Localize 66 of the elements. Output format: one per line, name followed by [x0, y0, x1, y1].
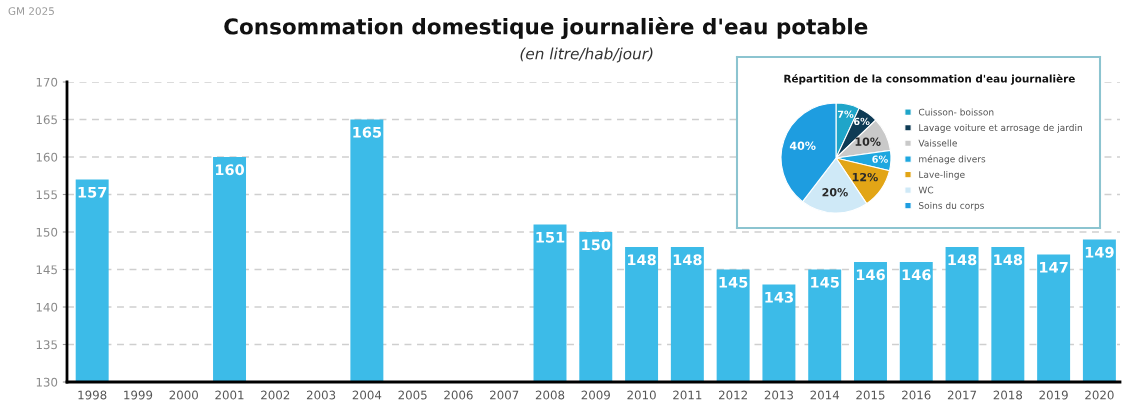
data-label: 10%	[855, 137, 881, 146]
x-tick-label: 2020	[1085, 390, 1114, 400]
x-tick-label: 2007	[490, 390, 519, 400]
y-tick-label: 160	[36, 152, 58, 162]
x-tick-label: 2005	[398, 390, 427, 400]
x-tick-label: 2017	[947, 390, 977, 400]
data-label: 146	[856, 269, 885, 281]
x-tick-label: 2009	[581, 390, 610, 400]
x-tick-label: 2019	[1039, 390, 1068, 400]
x-tick-label: 2015	[856, 390, 885, 400]
x-tick-label: 2014	[810, 390, 840, 400]
x-tick-label: 1998	[78, 390, 107, 400]
x-tick-label: 2002	[261, 390, 290, 400]
data-label: 6%	[872, 155, 888, 163]
legend-label: ménage divers	[919, 155, 986, 165]
x-tick-label: 2000	[169, 390, 198, 400]
x-tick-label: 2013	[764, 390, 793, 400]
x-tick-label: 2001	[215, 390, 244, 400]
data-label: 148	[673, 254, 702, 266]
x-tick-label: 2004	[352, 390, 382, 400]
legend-label: Lavage voiture et arrosage de jardin	[919, 124, 1082, 133]
data-label: 149	[1085, 246, 1114, 258]
x-tick-label: 2006	[444, 390, 473, 400]
data-label: 151	[536, 231, 565, 243]
chart-title: Consommation domestique journalière d'eau potable	[224, 17, 868, 39]
data-label: 148	[948, 254, 977, 266]
y-tick-label: 170	[36, 77, 58, 87]
y-tick-label: 135	[36, 340, 57, 350]
legend-label: Cuisson- boisson	[918, 108, 994, 116]
x-tick-label: 2008	[535, 390, 565, 400]
x-tick-label: 2010	[627, 390, 656, 400]
y-tick-label: 130	[36, 377, 58, 387]
legend-label: Soins du corps	[918, 201, 984, 211]
data-label: 12%	[852, 172, 878, 182]
data-label: 146	[902, 269, 931, 281]
data-label: 40%	[789, 141, 816, 150]
data-label: 145	[719, 276, 748, 288]
x-tick-label: 2011	[673, 390, 702, 400]
data-label: 160	[215, 164, 245, 176]
data-label: 6%	[853, 117, 870, 126]
y-tick-label: 140	[36, 302, 58, 312]
data-label: 165	[353, 126, 382, 138]
data-label: 157	[78, 186, 107, 198]
data-label: 150	[582, 239, 611, 251]
data-label: 145	[811, 276, 839, 288]
data-label: 20%	[822, 188, 848, 197]
y-tick-label: 155	[36, 190, 57, 200]
x-tick-label: 2012	[718, 390, 747, 400]
text: GM 2025	[8, 7, 54, 16]
legend-label: Lave-linge	[919, 170, 965, 180]
data-label: 148	[628, 254, 656, 266]
x-tick-label: 2018	[993, 390, 1023, 400]
y-tick-label: 150	[36, 227, 58, 237]
y-tick-label: 165	[36, 115, 57, 125]
legend-label: WC	[918, 186, 934, 194]
data-label: 147	[1040, 261, 1068, 273]
x-tick-label: 1999	[124, 390, 153, 400]
legend-label: Vaisselle	[918, 139, 957, 147]
data-label: 148	[994, 254, 1023, 266]
chart-subtitle: (en litre/hab/jour)	[520, 47, 653, 63]
data-label: 7%	[837, 110, 854, 118]
y-tick-label: 145	[36, 265, 57, 275]
x-tick-label: 2016	[902, 390, 931, 400]
data-label: 143	[765, 291, 793, 303]
chart-title: Répartition de la consommation d'eau journalière	[784, 74, 1075, 85]
x-tick-label: 2003	[306, 390, 336, 400]
